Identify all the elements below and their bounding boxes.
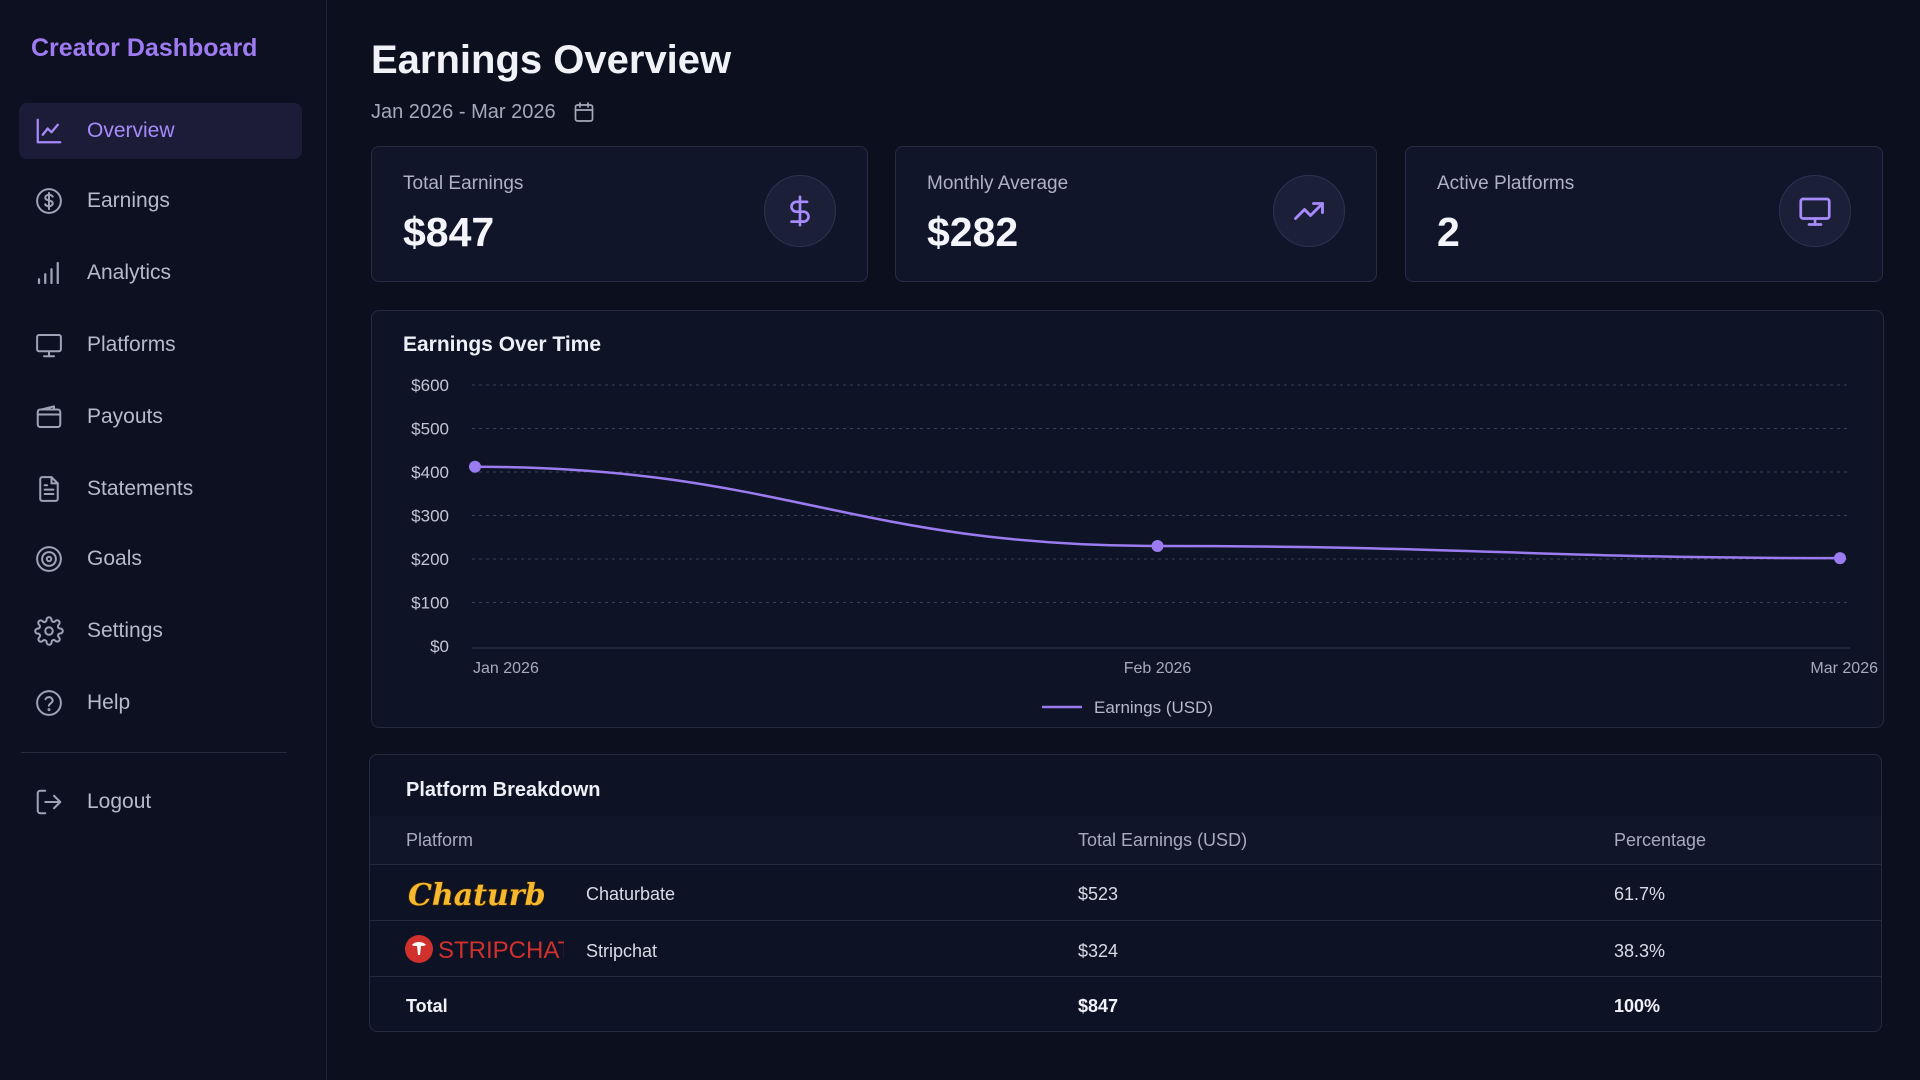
- document-icon: [33, 473, 65, 505]
- chart-line-icon: [33, 115, 65, 147]
- sidebar-item-statements[interactable]: Statements: [19, 461, 302, 517]
- platform-name: Chaturbate: [586, 884, 676, 904]
- date-range-text: Jan 2026 - Mar 2026: [371, 100, 556, 123]
- target-icon: [33, 543, 65, 575]
- card-value: $282: [927, 209, 1019, 255]
- data-point: [1834, 552, 1846, 565]
- gear-icon: [33, 615, 65, 647]
- column-header-percentage: Percentage: [1614, 830, 1707, 850]
- date-range-picker[interactable]: Jan 2026 - Mar 2026: [371, 100, 596, 124]
- monitor-icon: [33, 329, 65, 361]
- card-value: $847: [403, 209, 495, 255]
- total-label: Total: [406, 996, 448, 1016]
- earnings-line-chart: $0 $100 $200 $300 $400 $500 $600 Jan 2026 Feb 20…: [411, 376, 1878, 717]
- sidebar-item-label: Statements: [87, 477, 194, 500]
- card-label: Monthly Average: [927, 173, 1069, 194]
- card-label: Active Platforms: [1437, 173, 1575, 194]
- platform-name: Stripchat: [586, 941, 658, 961]
- sidebar-item-overview[interactable]: Overview: [19, 103, 302, 159]
- sidebar-item-goals[interactable]: Goals: [19, 531, 302, 587]
- total-earnings: $847: [1078, 996, 1119, 1016]
- brand-title: Creator Dashboard: [31, 34, 258, 62]
- dollar-icon: [764, 175, 836, 247]
- calendar-icon[interactable]: [572, 100, 596, 124]
- sidebar-item-label: Analytics: [87, 261, 172, 284]
- sidebar-item-analytics[interactable]: Analytics: [19, 245, 302, 301]
- earnings-value: $324: [1078, 941, 1119, 961]
- column-header-platform: Platform: [406, 830, 474, 850]
- y-tick-label: $600: [411, 376, 449, 395]
- y-tick-label: $0: [430, 637, 449, 656]
- column-header-earnings: Total Earnings (USD): [1078, 830, 1248, 850]
- sidebar-item-settings[interactable]: Settings: [19, 603, 302, 659]
- chart-title: Earnings Over Time: [403, 333, 602, 356]
- page-title: Earnings Overview: [371, 38, 732, 82]
- sidebar-item-platforms[interactable]: Platforms: [19, 317, 302, 373]
- sidebar-item-label: Help: [87, 691, 131, 714]
- sidebar: Creator Dashboard Overview Earnings Anal…: [0, 0, 327, 1080]
- y-tick-label: $300: [411, 507, 449, 526]
- x-tick-label: Mar 2026: [1810, 660, 1878, 677]
- help-circle-icon: [33, 687, 65, 719]
- x-tick-label: Feb 2026: [1124, 660, 1192, 677]
- sidebar-item-earnings[interactable]: Earnings: [19, 173, 302, 229]
- table-title: Platform Breakdown: [406, 779, 601, 801]
- data-point: [469, 460, 481, 473]
- sidebar-item-payouts[interactable]: Payouts: [19, 389, 302, 445]
- trending-up-icon: [1273, 175, 1345, 247]
- table-divider: [370, 976, 1881, 977]
- y-tick-label: $200: [411, 550, 449, 569]
- logout-label: Logout: [87, 790, 152, 813]
- y-tick-label: $100: [411, 594, 449, 613]
- sidebar-item-label: Overview: [87, 119, 175, 142]
- total-earnings-card: Total Earnings $847: [371, 146, 868, 282]
- svg-text:Chaturbate: Chaturbate: [408, 878, 544, 913]
- x-tick-label: Jan 2026: [473, 660, 539, 677]
- stripchat-logo: STRIPCHAT: [404, 931, 573, 972]
- sidebar-divider: [21, 752, 287, 753]
- percentage-value: 61.7%: [1614, 884, 1666, 904]
- wallet-icon: [33, 401, 65, 433]
- logout-icon: [33, 786, 65, 818]
- sidebar-item-label: Earnings: [87, 189, 170, 212]
- bar-chart-icon: [33, 257, 65, 289]
- total-percentage: 100%: [1614, 996, 1661, 1016]
- card-value: 2: [1437, 209, 1460, 255]
- y-tick-label: $500: [411, 420, 449, 439]
- percentage-value: 38.3%: [1614, 941, 1666, 961]
- chaturbate-logo: Chaturbate: [404, 872, 598, 921]
- sidebar-item-label: Goals: [87, 547, 142, 570]
- table-divider: [370, 920, 1881, 921]
- earnings-chart-panel: Earnings Over Time $0 $100 $200 $300 $400 $50…: [371, 310, 1884, 728]
- earnings-value: $523: [1078, 884, 1119, 904]
- sidebar-item-label: Platforms: [87, 333, 176, 356]
- svg-text:STRIPCHAT: STRIPCHAT: [438, 937, 564, 964]
- legend-label: Earnings (USD): [1094, 698, 1213, 717]
- card-label: Total Earnings: [403, 173, 524, 194]
- data-point: [1151, 539, 1164, 552]
- logout-button[interactable]: Logout: [19, 774, 302, 830]
- sidebar-item-label: Payouts: [87, 405, 163, 428]
- dollar-circle-icon: [33, 185, 65, 217]
- monthly-average-card: Monthly Average $282: [895, 146, 1377, 282]
- table-header-row: Platform Total Earnings (USD) Percentage: [370, 816, 1881, 864]
- sidebar-item-help[interactable]: Help: [19, 675, 302, 731]
- active-platforms-card: Active Platforms 2: [1405, 146, 1883, 282]
- main-content: Earnings Overview Jan 2026 - Mar 2026 To…: [327, 0, 1920, 1080]
- y-tick-label: $400: [411, 463, 449, 482]
- monitor-icon: [1779, 175, 1851, 247]
- sidebar-item-label: Settings: [87, 619, 163, 642]
- table-divider: [370, 864, 1881, 865]
- platform-breakdown-table: Platform Breakdown Platform Total Earnin…: [369, 754, 1882, 1032]
